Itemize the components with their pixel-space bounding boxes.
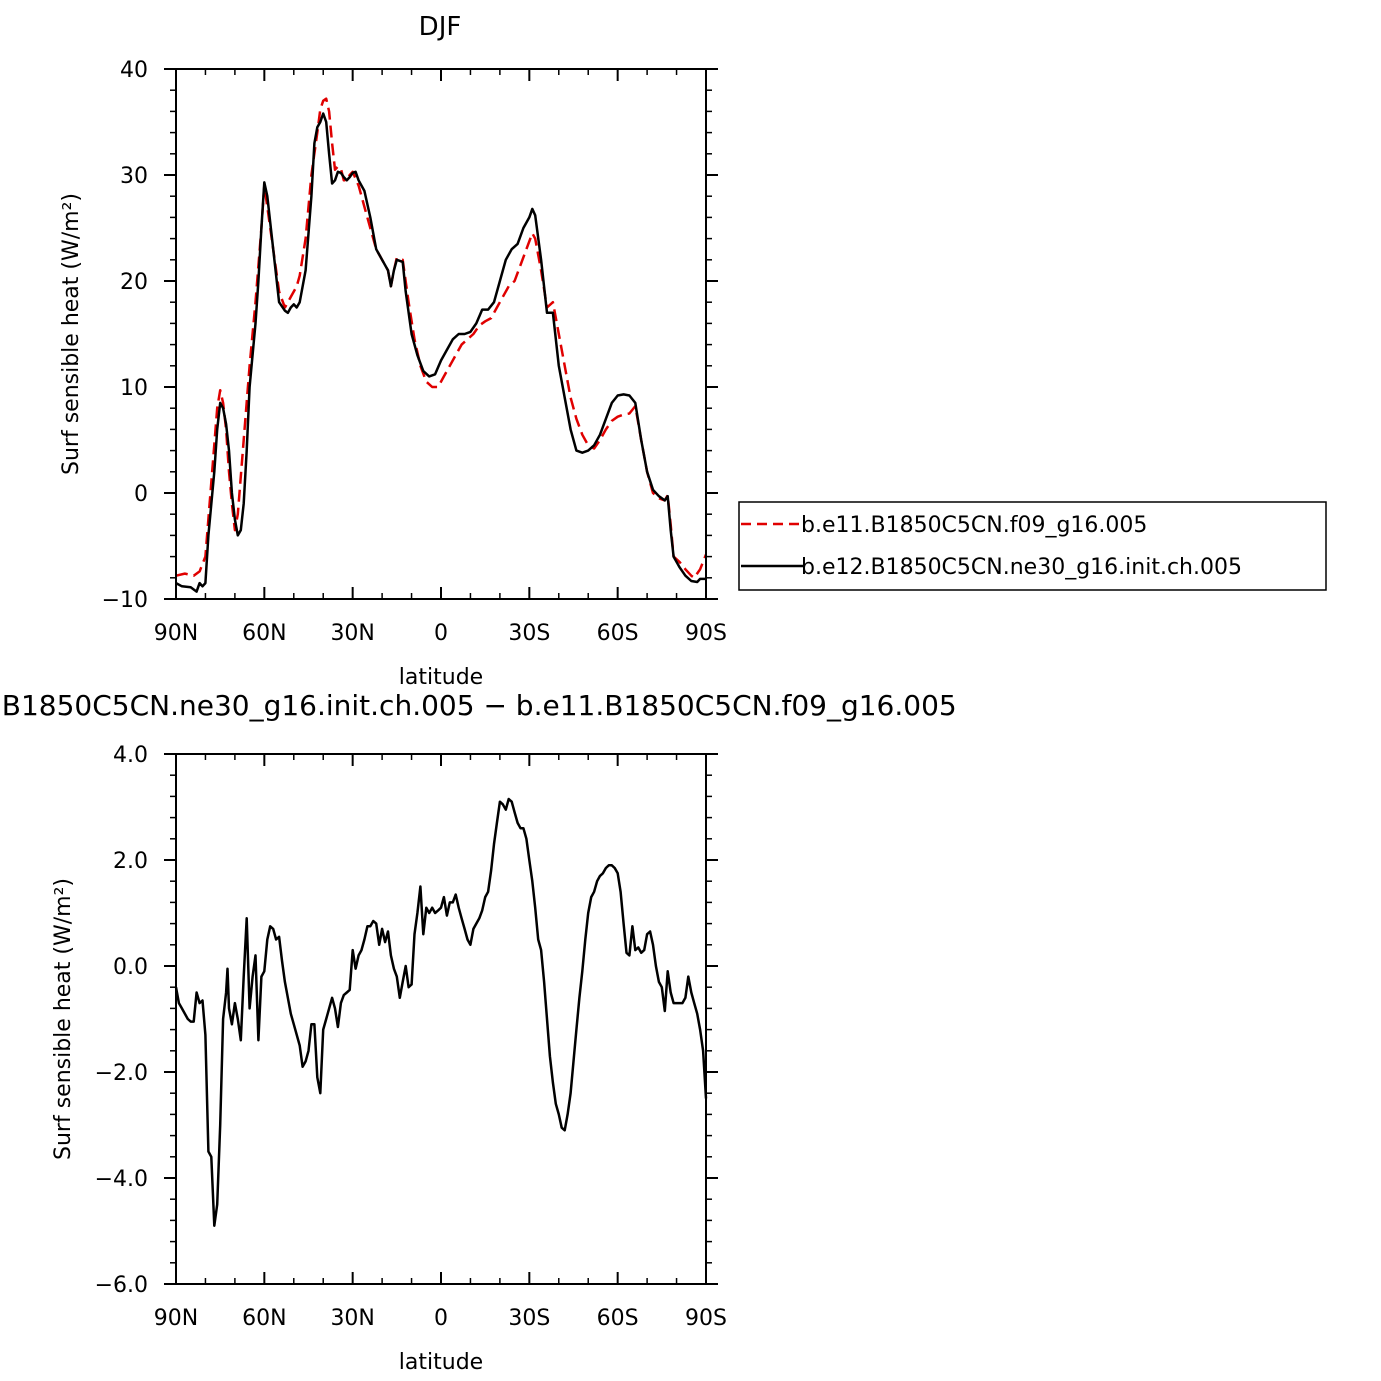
- bottom-y-tick-label: 2.0: [113, 849, 148, 874]
- bottom-series-line-0: [174, 797, 708, 1227]
- top-series-line-1: [175, 112, 706, 593]
- top-y-tick-label: 20: [120, 270, 148, 295]
- top-x-tick-label: 0: [434, 621, 448, 646]
- bottom-chart-title: b.e12.B1850C5CN.ne30_g16.init.ch.005 − b…: [0, 689, 957, 722]
- bottom-x-tick-label: 60S: [597, 1306, 639, 1331]
- top-x-tick-label: 30N: [330, 621, 374, 646]
- bottom-x-tick-label: 90N: [154, 1306, 198, 1331]
- top-series-line-0: [175, 97, 708, 580]
- legend: b.e11.B1850C5CN.f09_g16.005 b.e12.B1850C…: [738, 501, 1327, 591]
- top-x-tick-label: 30S: [508, 621, 550, 646]
- bottom-y-tick-label: −6.0: [95, 1273, 148, 1298]
- bottom-panel: b.e12.B1850C5CN.ne30_g16.init.ch.005 − b…: [0, 689, 957, 1375]
- bottom-plot-frame: [175, 753, 707, 1285]
- top-y-tick-label: 0: [134, 482, 148, 507]
- bottom-x-tick-label: 30N: [330, 1306, 374, 1331]
- top-x-tick-label: 60S: [597, 621, 639, 646]
- legend-label-ne30: b.e12.B1850C5CN.ne30_g16.init.ch.005: [801, 555, 1242, 580]
- legend-label-f09: b.e11.B1850C5CN.f09_g16.005: [801, 513, 1147, 538]
- bottom-x-tick-label: 60N: [242, 1306, 286, 1331]
- top-y-tick-label: −10: [102, 588, 148, 613]
- top-x-tick-label: 60N: [242, 621, 286, 646]
- bottom-y-tick-label: −4.0: [95, 1167, 148, 1192]
- legend-box: [738, 501, 1327, 591]
- bottom-y-tick-label: −2.0: [95, 1061, 148, 1086]
- bottom-y-tick-label: 4.0: [113, 743, 148, 768]
- top-chart-title: DJF: [419, 12, 462, 42]
- top-panel: DJF 90N 60N 30N 0 30S 60S 90S −10 0 10 20 30 40 lati…: [59, 12, 1327, 690]
- bottom-x-axis-label: latitude: [399, 1350, 483, 1375]
- bottom-x-tick-label: 30S: [508, 1306, 550, 1331]
- top-x-axis-label: latitude: [399, 665, 483, 690]
- top-x-tick-label: 90N: [154, 621, 198, 646]
- top-y-tick-label: 40: [120, 58, 148, 83]
- bottom-x-tick-label: 90S: [685, 1306, 727, 1331]
- top-x-tick-label: 90S: [685, 621, 727, 646]
- bottom-x-tick-label: 0: [434, 1306, 448, 1331]
- top-y-tick-label: 30: [120, 164, 148, 189]
- top-y-axis-label: Surf sensible heat (W/m²): [59, 193, 84, 475]
- top-y-tick-label: 10: [120, 376, 148, 401]
- bottom-y-tick-label: 0.0: [113, 955, 148, 980]
- bottom-y-axis-label: Surf sensible heat (W/m²): [51, 878, 76, 1160]
